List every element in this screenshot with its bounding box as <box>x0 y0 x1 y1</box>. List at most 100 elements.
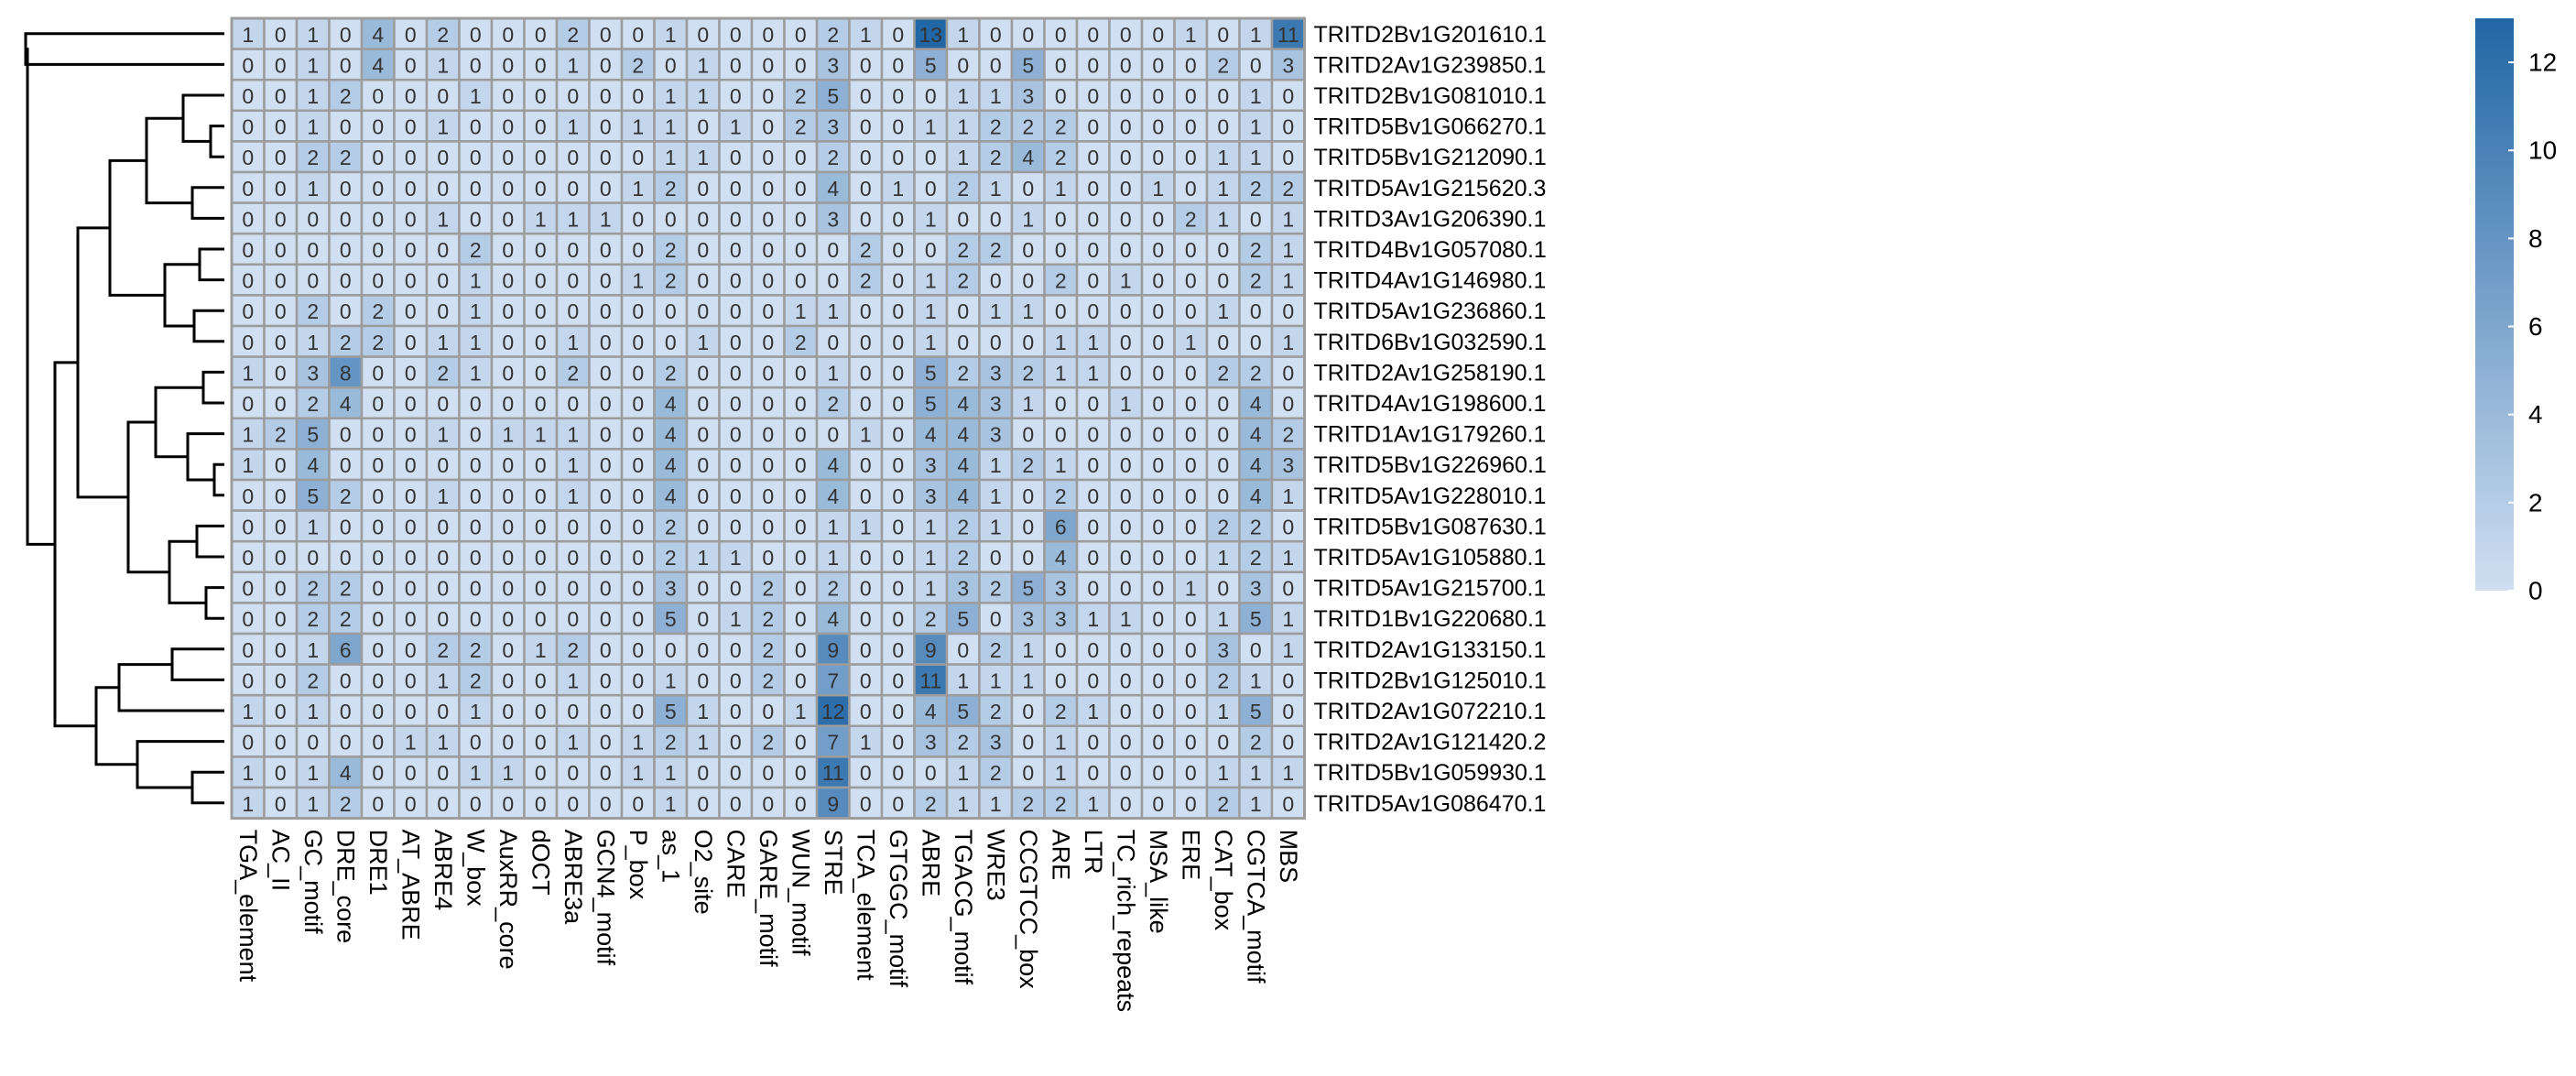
cell-value: 2 <box>665 546 677 570</box>
cell-value: 0 <box>1120 731 1132 755</box>
cell-value: 1 <box>1055 361 1067 385</box>
cell-value: 0 <box>567 84 579 108</box>
cell-value: 0 <box>567 392 579 416</box>
heatmap-cell <box>588 232 624 266</box>
cell-value: 0 <box>1185 638 1197 662</box>
cell-value: 1 <box>957 761 969 785</box>
cell-value: 1 <box>1250 84 1262 108</box>
cell-value: 0 <box>535 146 547 169</box>
cell-value: 3 <box>990 423 1002 447</box>
cell-value: 0 <box>860 177 872 201</box>
cell-value: 0 <box>470 546 482 570</box>
cell-value: 0 <box>1152 331 1164 354</box>
cell-value: 2 <box>957 269 969 293</box>
cell-value: 0 <box>502 84 514 108</box>
cell-value: 0 <box>1022 700 1034 723</box>
cell-value: 0 <box>405 392 417 416</box>
cell-value: 0 <box>1152 761 1164 785</box>
heatmap-cell <box>1010 201 1046 235</box>
cell-value: 0 <box>1282 361 1294 385</box>
heatmap-cell <box>1238 509 1274 543</box>
heatmap-cell <box>750 786 786 820</box>
cell-value: 0 <box>437 453 449 477</box>
cell-value: 0 <box>437 269 449 293</box>
cell-value: 0 <box>1120 177 1132 201</box>
cell-value: 0 <box>502 177 514 201</box>
column-label: W_box <box>462 830 489 908</box>
heatmap-cell <box>295 755 331 789</box>
cell-value: 0 <box>437 546 449 570</box>
cell-value: 0 <box>795 731 807 755</box>
cell-value: 4 <box>827 177 839 201</box>
cell-value: 0 <box>1022 546 1034 570</box>
cell-value: 3 <box>827 53 839 77</box>
cell-value: 0 <box>275 546 287 570</box>
cell-value: 5 <box>925 53 937 77</box>
cell-value: 0 <box>340 53 352 77</box>
column-label: TGA_element <box>234 830 262 983</box>
heatmap-cell <box>458 786 494 820</box>
cell-value: 0 <box>1217 269 1229 293</box>
heatmap-cell <box>1205 386 1241 420</box>
cell-value: 1 <box>1282 638 1294 662</box>
cell-value: 0 <box>1152 668 1164 692</box>
cell-value: 0 <box>567 299 579 323</box>
heatmap-cell <box>750 571 786 604</box>
row-label: TRITD5Av1G215620.3 <box>1314 176 1547 201</box>
heatmap-cell <box>263 78 299 113</box>
heatmap-cell <box>978 478 1014 512</box>
cell-value: 1 <box>1055 731 1067 755</box>
cell-value: 2 <box>957 238 969 262</box>
cell-value: 0 <box>1120 761 1132 785</box>
cell-value: 0 <box>437 700 449 723</box>
heatmap-cell <box>263 602 299 636</box>
cell-value: 0 <box>372 269 384 293</box>
cell-value: 0 <box>470 177 482 201</box>
heatmap-cell <box>425 294 461 328</box>
row-label: TRITD5Av1G228010.1 <box>1314 484 1547 509</box>
heatmap-cell <box>523 170 559 204</box>
heatmap-cell <box>1270 478 1306 512</box>
heatmap-cell <box>1238 263 1274 297</box>
cell-value: 0 <box>1022 423 1034 447</box>
heatmap-cell <box>555 201 591 235</box>
cell-value: 2 <box>665 731 677 755</box>
cell-value: 1 <box>437 484 449 508</box>
cell-value: 12 <box>821 700 845 723</box>
cell-value: 1 <box>567 331 579 354</box>
cell-value: 0 <box>1282 668 1294 692</box>
cell-value: 0 <box>470 607 482 631</box>
cell-value: 0 <box>1282 577 1294 601</box>
cell-value: 0 <box>535 792 547 816</box>
cell-value: 0 <box>762 146 774 169</box>
cell-value: 2 <box>340 146 352 169</box>
cell-value: 0 <box>1152 423 1164 447</box>
heatmap-cell <box>1173 509 1209 543</box>
cell-value: 0 <box>405 607 417 631</box>
cell-value: 0 <box>795 392 807 416</box>
heatmap-cell <box>880 170 916 204</box>
cell-value: 0 <box>1120 577 1132 601</box>
cell-value: 0 <box>892 638 904 662</box>
heatmap-cell <box>360 448 396 482</box>
heatmap-cell <box>490 324 526 358</box>
cell-value: 1 <box>697 53 709 77</box>
cell-value: 0 <box>405 700 417 723</box>
cell-value: 1 <box>1250 792 1262 816</box>
cell-value: 1 <box>307 53 319 77</box>
cell-value: 0 <box>242 299 254 323</box>
cell-value: 1 <box>1022 392 1034 416</box>
cell-value: 0 <box>470 792 482 816</box>
cell-value: 0 <box>730 731 742 755</box>
cell-value: 0 <box>340 700 352 723</box>
cell-value: 2 <box>1055 792 1067 816</box>
heatmap-cell <box>1205 16 1241 50</box>
cell-value: 0 <box>665 299 677 323</box>
cell-value: 1 <box>1282 269 1294 293</box>
cell-value: 0 <box>730 299 742 323</box>
cell-value: 4 <box>1250 484 1262 508</box>
cell-value: 2 <box>1055 146 1067 169</box>
heatmap-cell <box>555 232 591 266</box>
cell-value: 0 <box>242 515 254 538</box>
cell-value: 0 <box>1217 115 1229 139</box>
